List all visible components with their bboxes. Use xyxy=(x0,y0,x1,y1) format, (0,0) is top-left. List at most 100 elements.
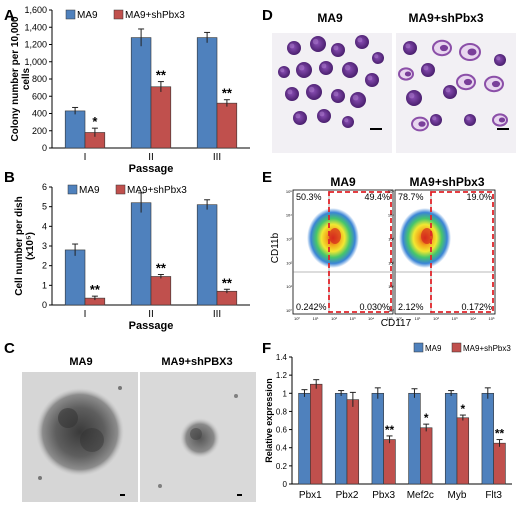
cell-nucleus xyxy=(408,92,415,99)
cell-nucleus xyxy=(498,117,506,123)
legend-label: MA9+shPbx3 xyxy=(125,10,185,21)
stained-cell xyxy=(287,41,301,55)
flow-y-tick: 10¹ xyxy=(286,284,292,289)
d-right-scalebar xyxy=(497,128,509,130)
flow-x-tick: 10¹ xyxy=(313,316,319,321)
stained-cell xyxy=(319,61,333,75)
stained-cell xyxy=(310,36,326,52)
density-core xyxy=(421,228,433,244)
cell-nucleus xyxy=(467,48,477,56)
cell-nucleus xyxy=(312,38,319,45)
bar xyxy=(346,399,360,485)
x-axis-label: Passage xyxy=(129,320,174,332)
flow-y-tick: 10⁵ xyxy=(388,189,394,194)
bar xyxy=(481,392,494,485)
flow-y-tick: 10⁰ xyxy=(286,308,292,313)
flow-x-tick: 10³ xyxy=(452,316,458,321)
flow-x-tick: 10⁰ xyxy=(294,316,300,321)
cell-nucleus xyxy=(374,54,379,59)
legend-label: MA9 xyxy=(425,344,442,353)
panel-letter-b: B xyxy=(4,169,15,186)
c-right-title: MA9+shPBX3 xyxy=(161,356,232,368)
legend-label: MA9 xyxy=(79,185,100,196)
y-axis-label: cells xyxy=(21,67,32,90)
d-right-title: MA9+shPbx3 xyxy=(408,11,483,25)
category-label: I xyxy=(84,152,87,163)
y-tick-label: 5 xyxy=(42,202,47,212)
flow-x-tick: 10² xyxy=(331,316,337,321)
stained-cell xyxy=(372,52,384,64)
bar xyxy=(444,392,458,485)
category-label: II xyxy=(148,152,154,163)
c-left-title: MA9 xyxy=(69,356,92,368)
category-label: III xyxy=(213,152,221,163)
c-left-colony xyxy=(36,388,124,476)
bar xyxy=(408,392,421,485)
colony-micrographs: MA9 MA9+shPBX3 xyxy=(22,356,256,502)
stained-cell xyxy=(293,111,307,125)
flow-x-tick: 10⁵ xyxy=(489,316,495,321)
cell-nucleus xyxy=(344,64,351,71)
significance-mark: ** xyxy=(90,282,101,297)
y-axis-label: Colony number per 10,000 xyxy=(10,16,21,141)
flow-y-tick: 10² xyxy=(286,260,292,265)
stained-cell xyxy=(317,109,331,123)
e-left-title: MA9 xyxy=(330,175,356,189)
y-tick-label: 1,000 xyxy=(24,57,47,67)
quadrant-lower-left: 2.12% xyxy=(398,302,424,312)
category-label: I xyxy=(84,309,87,320)
cell-nucleus xyxy=(405,43,411,49)
significance-mark: ** xyxy=(156,68,167,83)
relative-expression-bar-chart: 0 0.2 0.4 0.6 0.8 1 1.2 1.4 Relative expression P… xyxy=(264,342,512,501)
category-label: Pbx1 xyxy=(299,490,322,501)
cell-nucleus xyxy=(439,44,449,52)
flow-x-tick: 10⁴ xyxy=(470,316,476,321)
bar xyxy=(298,392,311,485)
panel-letter-f: F xyxy=(262,340,271,357)
cell-nucleus xyxy=(333,91,339,97)
panel-letter-a: A xyxy=(4,7,15,24)
flow-x-tick: 10⁰ xyxy=(396,316,402,321)
stained-cell xyxy=(494,54,506,66)
c-right-scalebar xyxy=(237,494,242,496)
cd117-gate xyxy=(430,191,494,313)
legend-swatch xyxy=(113,9,124,20)
legend-swatch xyxy=(451,342,462,353)
bar xyxy=(196,204,218,306)
stained-cell-images: MA9 MA9+shPbx3 xyxy=(272,11,516,153)
c-left-scalebar xyxy=(120,494,125,496)
significance-mark: * xyxy=(424,411,429,425)
quadrant-lower-right: 0.172% xyxy=(461,302,492,312)
y-tick-label: 1.4 xyxy=(276,353,288,362)
flow-y-tick: 10² xyxy=(388,260,394,265)
cell-nucleus xyxy=(308,86,315,93)
significance-mark: ** xyxy=(156,261,167,276)
bar xyxy=(216,290,238,306)
y-tick-label: 0.2 xyxy=(276,462,288,471)
cell-nucleus xyxy=(404,71,412,77)
category-label: III xyxy=(213,309,221,320)
bar xyxy=(130,202,152,306)
category-label: Pbx3 xyxy=(372,490,395,501)
stained-cell xyxy=(278,66,290,78)
legend-swatch xyxy=(115,184,126,195)
y-tick-label: 0.4 xyxy=(276,444,288,453)
flow-x-tick: 10¹ xyxy=(415,316,421,321)
y-tick-label: 1,200 xyxy=(24,40,47,50)
stained-cell xyxy=(406,90,422,106)
cell-nucleus xyxy=(333,45,339,51)
stained-cell xyxy=(342,62,358,78)
significance-mark: * xyxy=(92,114,98,129)
legend-label: MA9 xyxy=(77,10,98,21)
legend-swatch xyxy=(67,184,78,195)
y-axis-label: Cell number per dish xyxy=(14,196,25,295)
flow-x-tick: 10³ xyxy=(350,316,356,321)
bar xyxy=(310,383,323,485)
quadrant-lower-left: 0.242% xyxy=(296,302,327,312)
stained-cell xyxy=(331,43,345,57)
density-core xyxy=(329,228,341,244)
flow-y-tick: 10⁰ xyxy=(388,308,394,313)
cell-nucleus xyxy=(295,113,301,119)
cell-nucleus xyxy=(298,64,305,71)
bar xyxy=(64,110,86,149)
